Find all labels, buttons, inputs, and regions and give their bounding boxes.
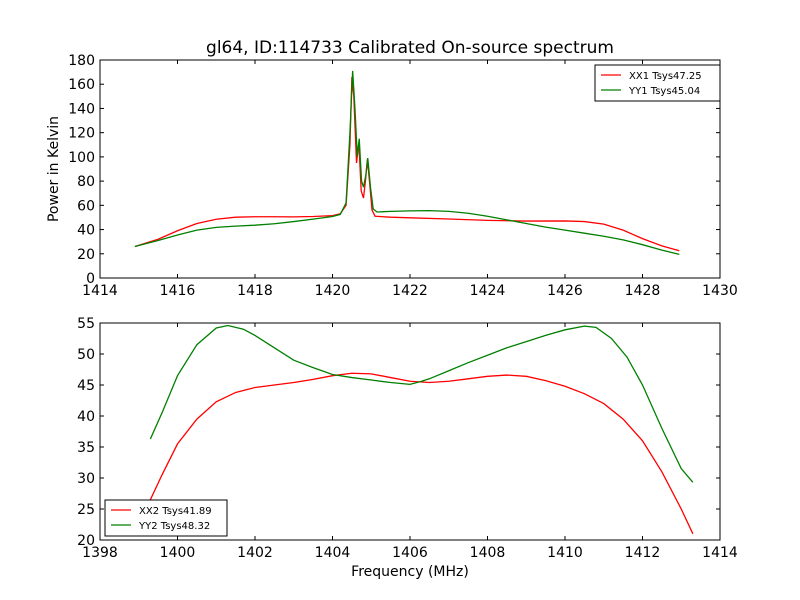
x-tick-label-bottom: 1408: [470, 545, 506, 561]
x-tick-label-top: 1416: [160, 283, 196, 299]
series-line-bottom-2: [149, 324, 694, 483]
y-tick-label-top: 120: [68, 126, 95, 142]
series-line-top-2: [134, 70, 680, 256]
x-tick-label-bottom: 1400: [160, 545, 196, 561]
y-tick-label-top: 140: [68, 101, 95, 117]
x-tick-label-top: 1414: [82, 283, 118, 299]
x-tick-label-bottom: 1398: [82, 545, 118, 561]
x-tick-label-bottom: 1410: [547, 545, 583, 561]
y-tick-label-top: 80: [77, 174, 95, 190]
y-tick-label-bottom: 20: [77, 533, 95, 549]
y-tick-label-top: 60: [77, 198, 95, 214]
legend-box-top: [594, 64, 721, 102]
x-tick-label-top: 1428: [625, 283, 661, 299]
y-tick-label-top: 20: [77, 247, 95, 263]
y-tick-label-top: 180: [68, 53, 95, 69]
y-axis-label-top: Power in Kelvin: [46, 116, 62, 222]
y-tick-label-top: 160: [68, 77, 95, 93]
y-tick-label-top: 100: [68, 150, 95, 166]
y-tick-label-top: 0: [86, 271, 95, 287]
legend-box-bottom: [104, 499, 228, 537]
chart-title-top: gl64, ID:114733 Calibrated On-source spe…: [206, 38, 614, 58]
y-tick-label-bottom: 45: [77, 378, 95, 394]
y-tick-label-bottom: 50: [77, 347, 95, 363]
legend-bottom: XX2 Tsys41.89 YY2 Tsys48.32: [104, 499, 228, 537]
x-tick-label-bottom: 1414: [702, 545, 738, 561]
y-tick-label-bottom: 35: [77, 440, 95, 456]
x-tick-label-top: 1420: [315, 283, 351, 299]
x-tick-label-top: 1430: [702, 283, 738, 299]
x-tick-label-bottom: 1402: [237, 545, 273, 561]
legend-label-top-1: XX1 Tsys47.25: [629, 71, 702, 82]
x-tick-label-bottom: 1406: [392, 545, 428, 561]
x-tick-label-top: 1422: [392, 283, 428, 299]
y-tick-label-bottom: 30: [77, 471, 95, 487]
series-line-bottom-1: [149, 372, 694, 535]
y-tick-label-bottom: 40: [77, 409, 95, 425]
legend-top: XX1 Tsys47.25 YY1 Tsys45.04: [594, 64, 721, 102]
x-tick-label-bottom: 1412: [625, 545, 661, 561]
x-tick-label-top: 1424: [470, 283, 506, 299]
x-tick-label-bottom: 1404: [315, 545, 351, 561]
legend-label-top-2: YY1 Tsys45.04: [628, 86, 700, 97]
series-line-top-1: [134, 76, 680, 252]
y-tick-label-bottom: 55: [77, 316, 95, 332]
x-tick-label-top: 1418: [237, 283, 273, 299]
y-tick-label-top: 40: [77, 223, 95, 239]
x-axis-label-bottom: Frequency (MHz): [351, 564, 469, 580]
x-tick-label-top: 1426: [547, 283, 583, 299]
panel-bottom: 1398 1400 1402 1404 1406 1408 1410 1412 1414 20 25…: [77, 316, 738, 561]
panel-top: 1414 1416 1418 1420 1422 1424 1426 1428 1430 0 20 4…: [68, 53, 738, 299]
legend-label-bottom-1: XX2 Tsys41.89: [139, 506, 212, 517]
y-tick-label-bottom: 25: [77, 502, 95, 518]
legend-label-bottom-2: YY2 Tsys48.32: [138, 521, 210, 532]
